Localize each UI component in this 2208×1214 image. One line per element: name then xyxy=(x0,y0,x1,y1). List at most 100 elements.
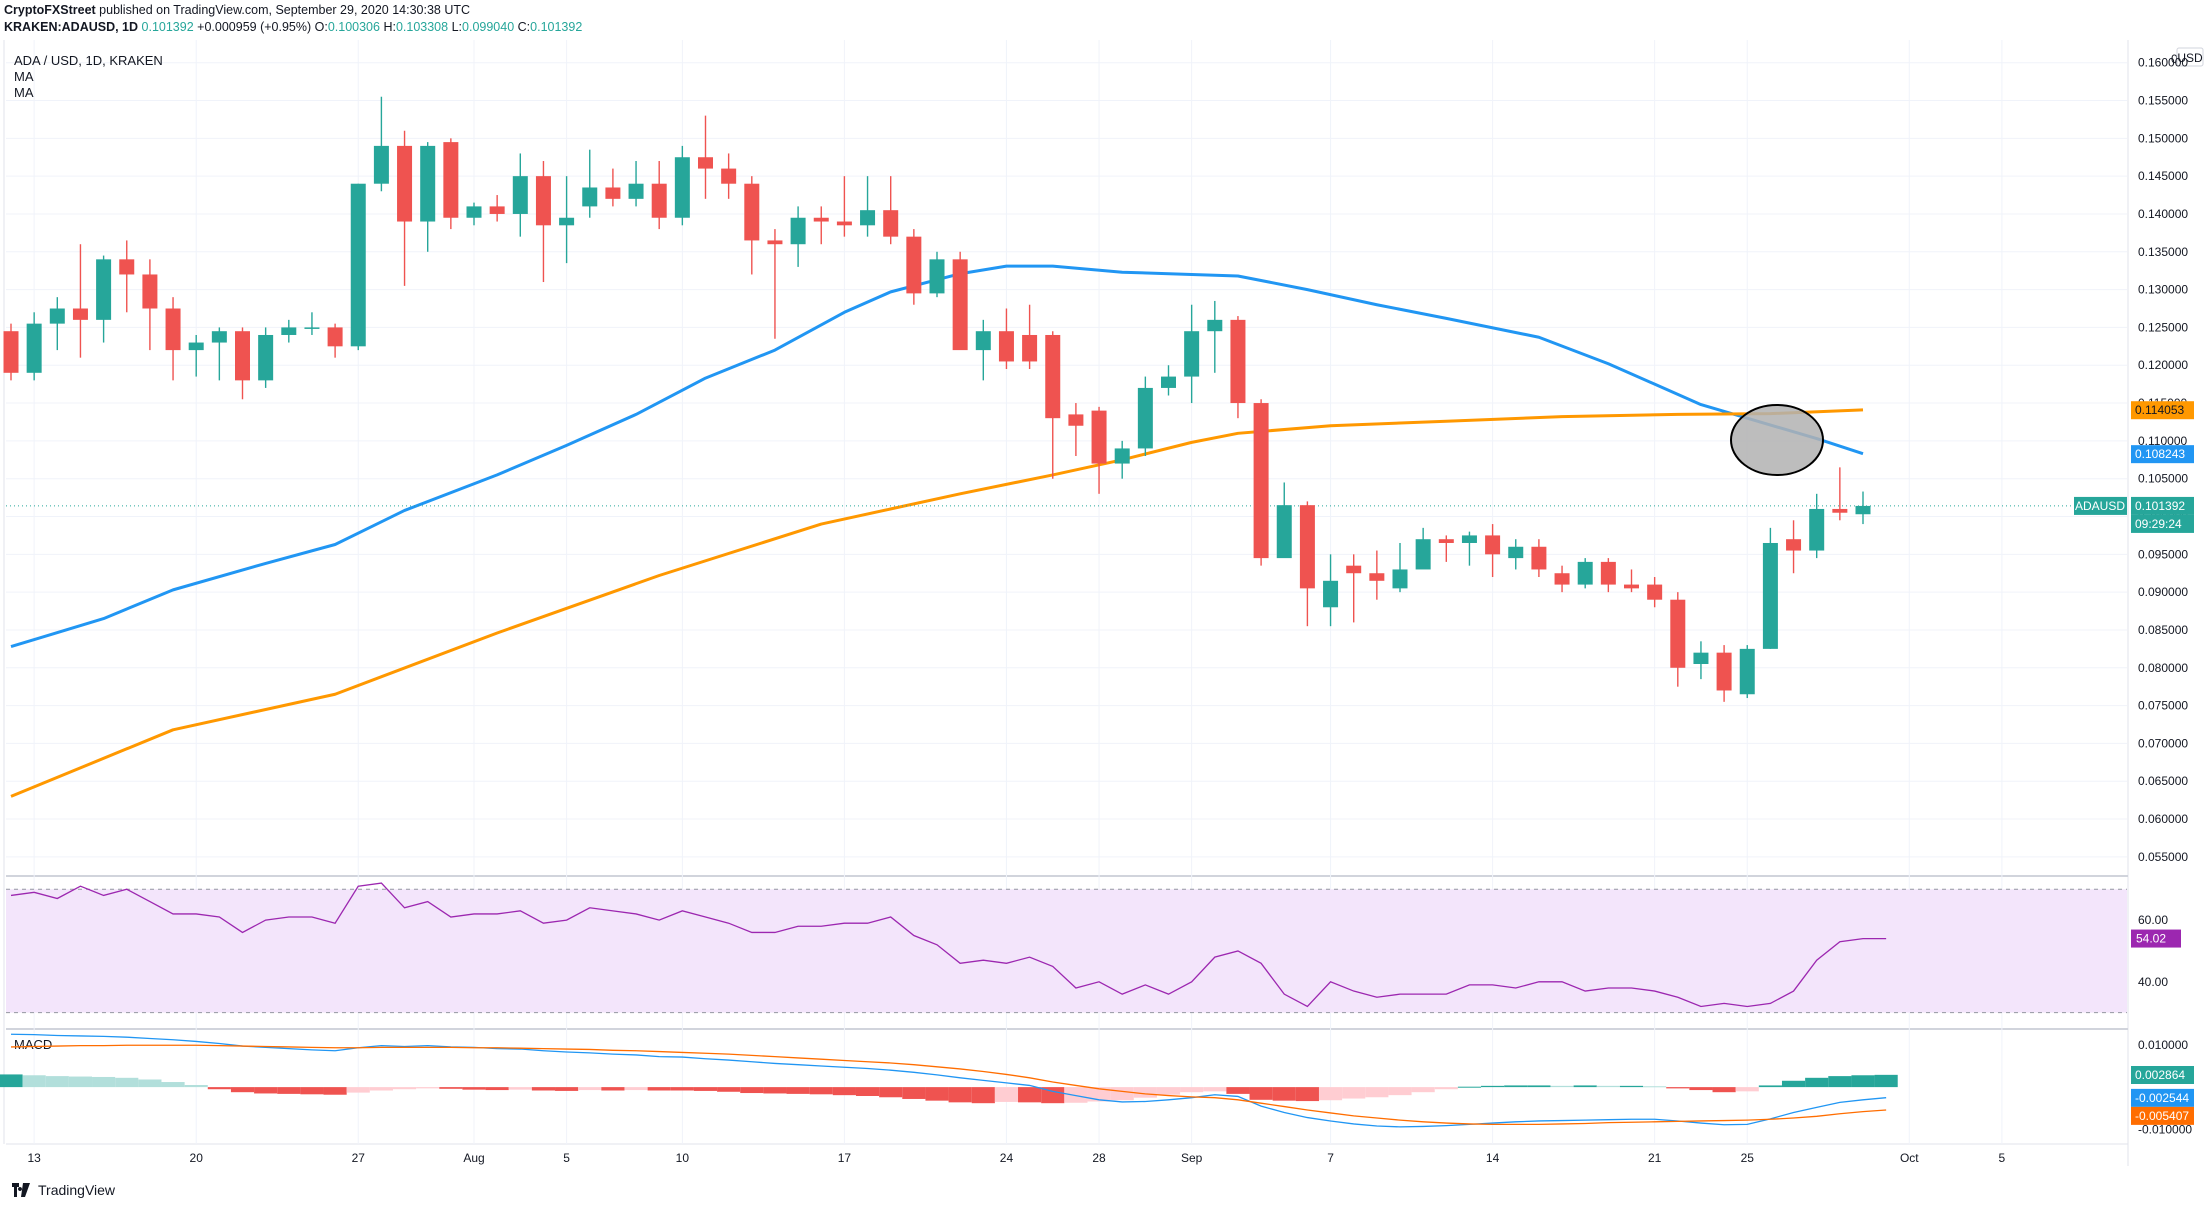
time-axis-label: Sep xyxy=(1181,1151,1203,1165)
candle-body[interactable] xyxy=(559,217,575,226)
candle-body[interactable] xyxy=(1554,573,1570,585)
candle-body[interactable] xyxy=(72,308,88,320)
macd-histogram-bar xyxy=(1573,1085,1597,1088)
candle-body[interactable] xyxy=(1809,508,1825,551)
candle-body[interactable] xyxy=(1045,334,1061,419)
candle-body[interactable] xyxy=(1415,539,1431,570)
candle-body[interactable] xyxy=(860,210,876,226)
candle-body[interactable] xyxy=(698,157,713,169)
price-tick-label: 0.080000 xyxy=(2138,661,2188,675)
candle-body[interactable] xyxy=(1184,331,1200,377)
candle-body[interactable] xyxy=(998,331,1014,362)
macd-histogram-bar xyxy=(300,1087,324,1095)
candle-body[interactable] xyxy=(1438,539,1454,543)
candle-body[interactable] xyxy=(1624,584,1639,589)
candle-body[interactable] xyxy=(883,210,899,237)
candle-body[interactable] xyxy=(1369,573,1385,581)
candle-body[interactable] xyxy=(836,221,852,226)
candle-body[interactable] xyxy=(1762,542,1778,649)
candle-body[interactable] xyxy=(96,259,112,320)
candle-body[interactable] xyxy=(1485,535,1501,555)
candle-body[interactable] xyxy=(1786,539,1802,551)
candle-body[interactable] xyxy=(1323,580,1339,608)
tradingview-footer[interactable]: TradingView xyxy=(10,1182,115,1198)
candle-body[interactable] xyxy=(1461,535,1477,543)
candle-body[interactable] xyxy=(582,187,598,207)
candle-body[interactable] xyxy=(1253,403,1269,559)
low-label: L: xyxy=(451,20,463,34)
macd-histogram-bar xyxy=(670,1087,694,1091)
candle-body[interactable] xyxy=(1693,652,1709,664)
candle-body[interactable] xyxy=(1739,648,1755,695)
candle-body[interactable] xyxy=(1392,569,1408,589)
candle-body[interactable] xyxy=(1577,561,1593,585)
candle-body[interactable] xyxy=(188,342,204,351)
candle-body[interactable] xyxy=(235,331,250,381)
candle-body[interactable] xyxy=(165,308,181,351)
candle-body[interactable] xyxy=(813,217,829,222)
candle-body[interactable] xyxy=(790,217,806,245)
candle-body[interactable] xyxy=(373,145,389,184)
candle-body[interactable] xyxy=(1068,414,1084,426)
candle-body[interactable] xyxy=(605,187,621,199)
candle-body[interactable] xyxy=(975,331,991,351)
candle-body[interactable] xyxy=(535,176,551,226)
legend-ma-2[interactable]: MA xyxy=(14,85,34,100)
candle-body[interactable] xyxy=(26,323,42,373)
candle-body[interactable] xyxy=(1508,546,1524,559)
candle-body[interactable] xyxy=(1276,505,1292,559)
ma-orange-price-badge-bg xyxy=(2131,401,2194,420)
candle-body[interactable] xyxy=(258,334,274,381)
candle-body[interactable] xyxy=(1716,652,1732,691)
candle-body[interactable] xyxy=(952,259,968,351)
candle-body[interactable] xyxy=(281,327,297,335)
candle-body[interactable] xyxy=(304,327,320,329)
candle-body[interactable] xyxy=(929,259,945,294)
legend-ma-1[interactable]: MA xyxy=(14,69,34,84)
candle-body[interactable] xyxy=(1161,376,1176,388)
candle-body[interactable] xyxy=(1137,387,1153,449)
candle-body[interactable] xyxy=(1230,319,1246,404)
candle-body[interactable] xyxy=(1647,584,1663,600)
candle-body[interactable] xyxy=(1346,565,1362,574)
candle-body[interactable] xyxy=(420,145,436,222)
candle-body[interactable] xyxy=(1299,505,1315,589)
candle-body[interactable] xyxy=(142,274,158,309)
candle-body[interactable] xyxy=(1670,599,1686,668)
candle-body[interactable] xyxy=(397,145,413,222)
candle-body[interactable] xyxy=(721,168,737,184)
candle-body[interactable] xyxy=(211,331,227,343)
candle-body[interactable] xyxy=(327,327,343,347)
candle-body[interactable] xyxy=(350,183,366,347)
price-tick-label: 0.065000 xyxy=(2138,774,2188,788)
macd-histogram-bar xyxy=(971,1087,995,1104)
candle-body[interactable] xyxy=(466,206,482,218)
candle-body[interactable] xyxy=(1091,410,1107,464)
candle-body[interactable] xyxy=(49,308,65,324)
candle-body[interactable] xyxy=(767,240,783,245)
candle-body[interactable] xyxy=(906,236,922,294)
macd-histogram-bar xyxy=(994,1087,1019,1102)
candle-body[interactable] xyxy=(443,142,459,218)
macd-histogram-badge: 0.002864 xyxy=(2135,1068,2185,1082)
candle-body[interactable] xyxy=(1855,505,1871,515)
macd-histogram-bar xyxy=(1851,1075,1875,1088)
candle-body[interactable] xyxy=(1207,319,1223,332)
macd-tick-label: 0.010000 xyxy=(2138,1038,2188,1052)
candle-body[interactable] xyxy=(628,183,644,199)
publisher-name[interactable]: CryptoFXStreet xyxy=(4,3,96,17)
candle-body[interactable] xyxy=(1832,508,1848,513)
candle-body[interactable] xyxy=(1022,334,1038,362)
candle-body[interactable] xyxy=(651,183,667,218)
candle-body[interactable] xyxy=(1114,448,1130,464)
candle-body[interactable] xyxy=(674,157,690,218)
candle-body[interactable] xyxy=(744,183,760,241)
candle-body[interactable] xyxy=(119,259,135,275)
currency-button[interactable] xyxy=(2176,47,2204,67)
candle-body[interactable] xyxy=(1531,546,1547,570)
candle-body[interactable] xyxy=(3,331,19,373)
candle-body[interactable] xyxy=(1600,561,1616,585)
candle-body[interactable] xyxy=(512,176,528,214)
candle-body[interactable] xyxy=(489,206,505,214)
